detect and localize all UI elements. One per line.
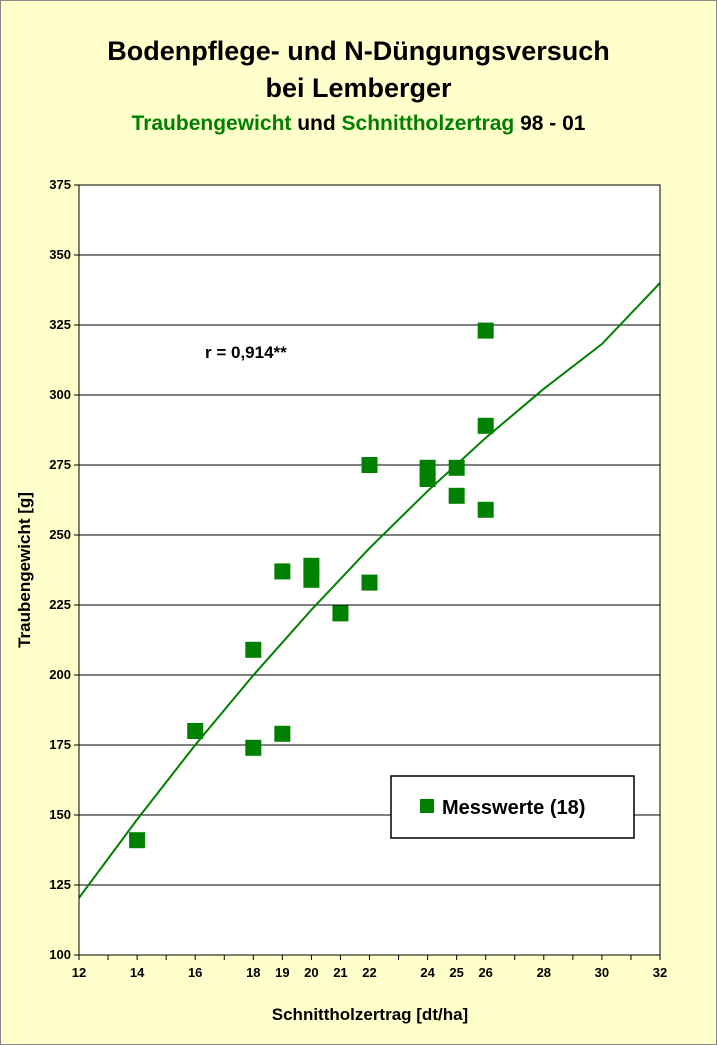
x-tick-label: 26 [478,965,492,980]
y-tick-label: 300 [49,387,71,402]
data-point [332,605,349,622]
x-tick-label: 25 [449,965,463,980]
legend-label: Messwerte (18) [442,797,585,819]
chart-title: Bodenpflege- und N-Düngungsversuch [107,36,610,66]
data-point [245,739,262,756]
data-point [303,571,320,588]
y-axis-label: Traubengewicht [g] [15,492,34,648]
chart-title-line2: bei Lemberger [265,73,452,103]
x-tick-label: 32 [653,965,667,980]
data-point [419,471,436,487]
x-tick-label: 16 [188,965,202,980]
subtitle-part: 98 - 01 [514,112,586,135]
subtitle-part: und [291,112,342,135]
y-tick-label: 325 [49,317,71,332]
trendline [78,282,661,899]
data-point [274,563,291,580]
y-tick-label: 150 [49,807,71,822]
chart-subtitle: Traubengewicht und Schnittholzertrag 98 … [0,112,717,136]
data-point [245,641,262,658]
data-point [187,723,204,739]
x-tick-label: 28 [537,965,551,980]
x-axis-label: Schnittholzertrag [dt/ha] [272,1005,468,1024]
data-point [477,417,494,434]
data-point [129,832,146,849]
x-tick-label: 12 [72,965,86,980]
subtitle-part: Schnittholzertrag [341,112,515,135]
x-tick-label: 14 [130,965,145,980]
y-tick-label: 350 [49,247,71,262]
legend: Messwerte (18) [390,775,635,839]
data-point [448,487,465,504]
plot-area [79,185,660,955]
y-tick-label: 250 [49,527,71,542]
data-point [477,501,494,518]
data-point [274,725,291,742]
x-tick-label: 18 [246,965,260,980]
x-tick-label: 30 [595,965,609,980]
data-point [448,459,465,476]
subtitle-part: Traubengewicht [131,112,292,135]
data-point [361,574,378,591]
y-tick-label: 175 [49,737,71,752]
x-tick-label: 19 [275,965,289,980]
data-point [477,322,494,339]
correlation-annotation: r = 0,914** [205,343,287,362]
x-tick-label: 24 [420,965,435,980]
y-tick-label: 375 [49,177,71,192]
y-tick-label: 225 [49,597,71,612]
data-point [303,557,320,574]
y-tick-label: 200 [49,667,71,682]
data-point [361,457,378,473]
x-tick-label: 20 [304,965,318,980]
x-tick-label: 22 [362,965,376,980]
legend-marker-icon [420,799,434,813]
y-tick-label: 100 [49,947,71,962]
y-tick-label: 275 [49,457,71,472]
y-tick-label: 125 [49,877,71,892]
x-tick-label: 21 [333,965,347,980]
